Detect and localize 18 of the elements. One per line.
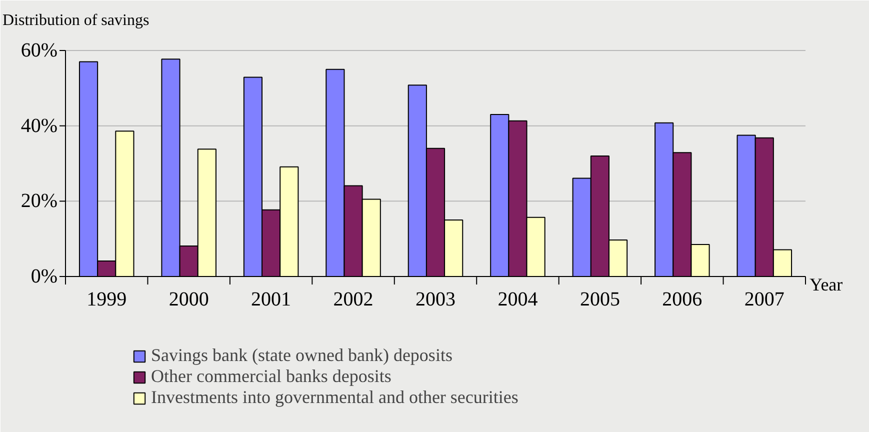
y-tick-label: 40%	[20, 114, 58, 137]
x-tick-label: 2006	[662, 288, 702, 310]
x-tick-label: 2003	[416, 288, 456, 310]
chart-title: Distribution of savings	[2, 12, 150, 29]
y-tick-label: 20%	[20, 190, 58, 212]
legend-label: Savings bank (state owned bank) deposits	[151, 345, 452, 366]
x-tick-label: 2002	[333, 288, 374, 310]
x-tick-label: 2007	[744, 288, 784, 310]
y-tick-label: 60%	[20, 40, 58, 62]
x-tick-label: 2004	[498, 288, 538, 310]
x-tick-label: 2005	[580, 288, 620, 310]
x-tick-label: 2001	[251, 288, 292, 310]
x-tick-label: 1999	[86, 288, 127, 310]
legend-label: Other commercial banks deposits	[151, 366, 392, 387]
legend-label: Investments into governmental and other securities	[151, 387, 518, 408]
x-tick-label: 2000	[168, 288, 209, 310]
y-tick-label: 0%	[30, 266, 58, 288]
x-axis-title: Year	[810, 274, 843, 294]
